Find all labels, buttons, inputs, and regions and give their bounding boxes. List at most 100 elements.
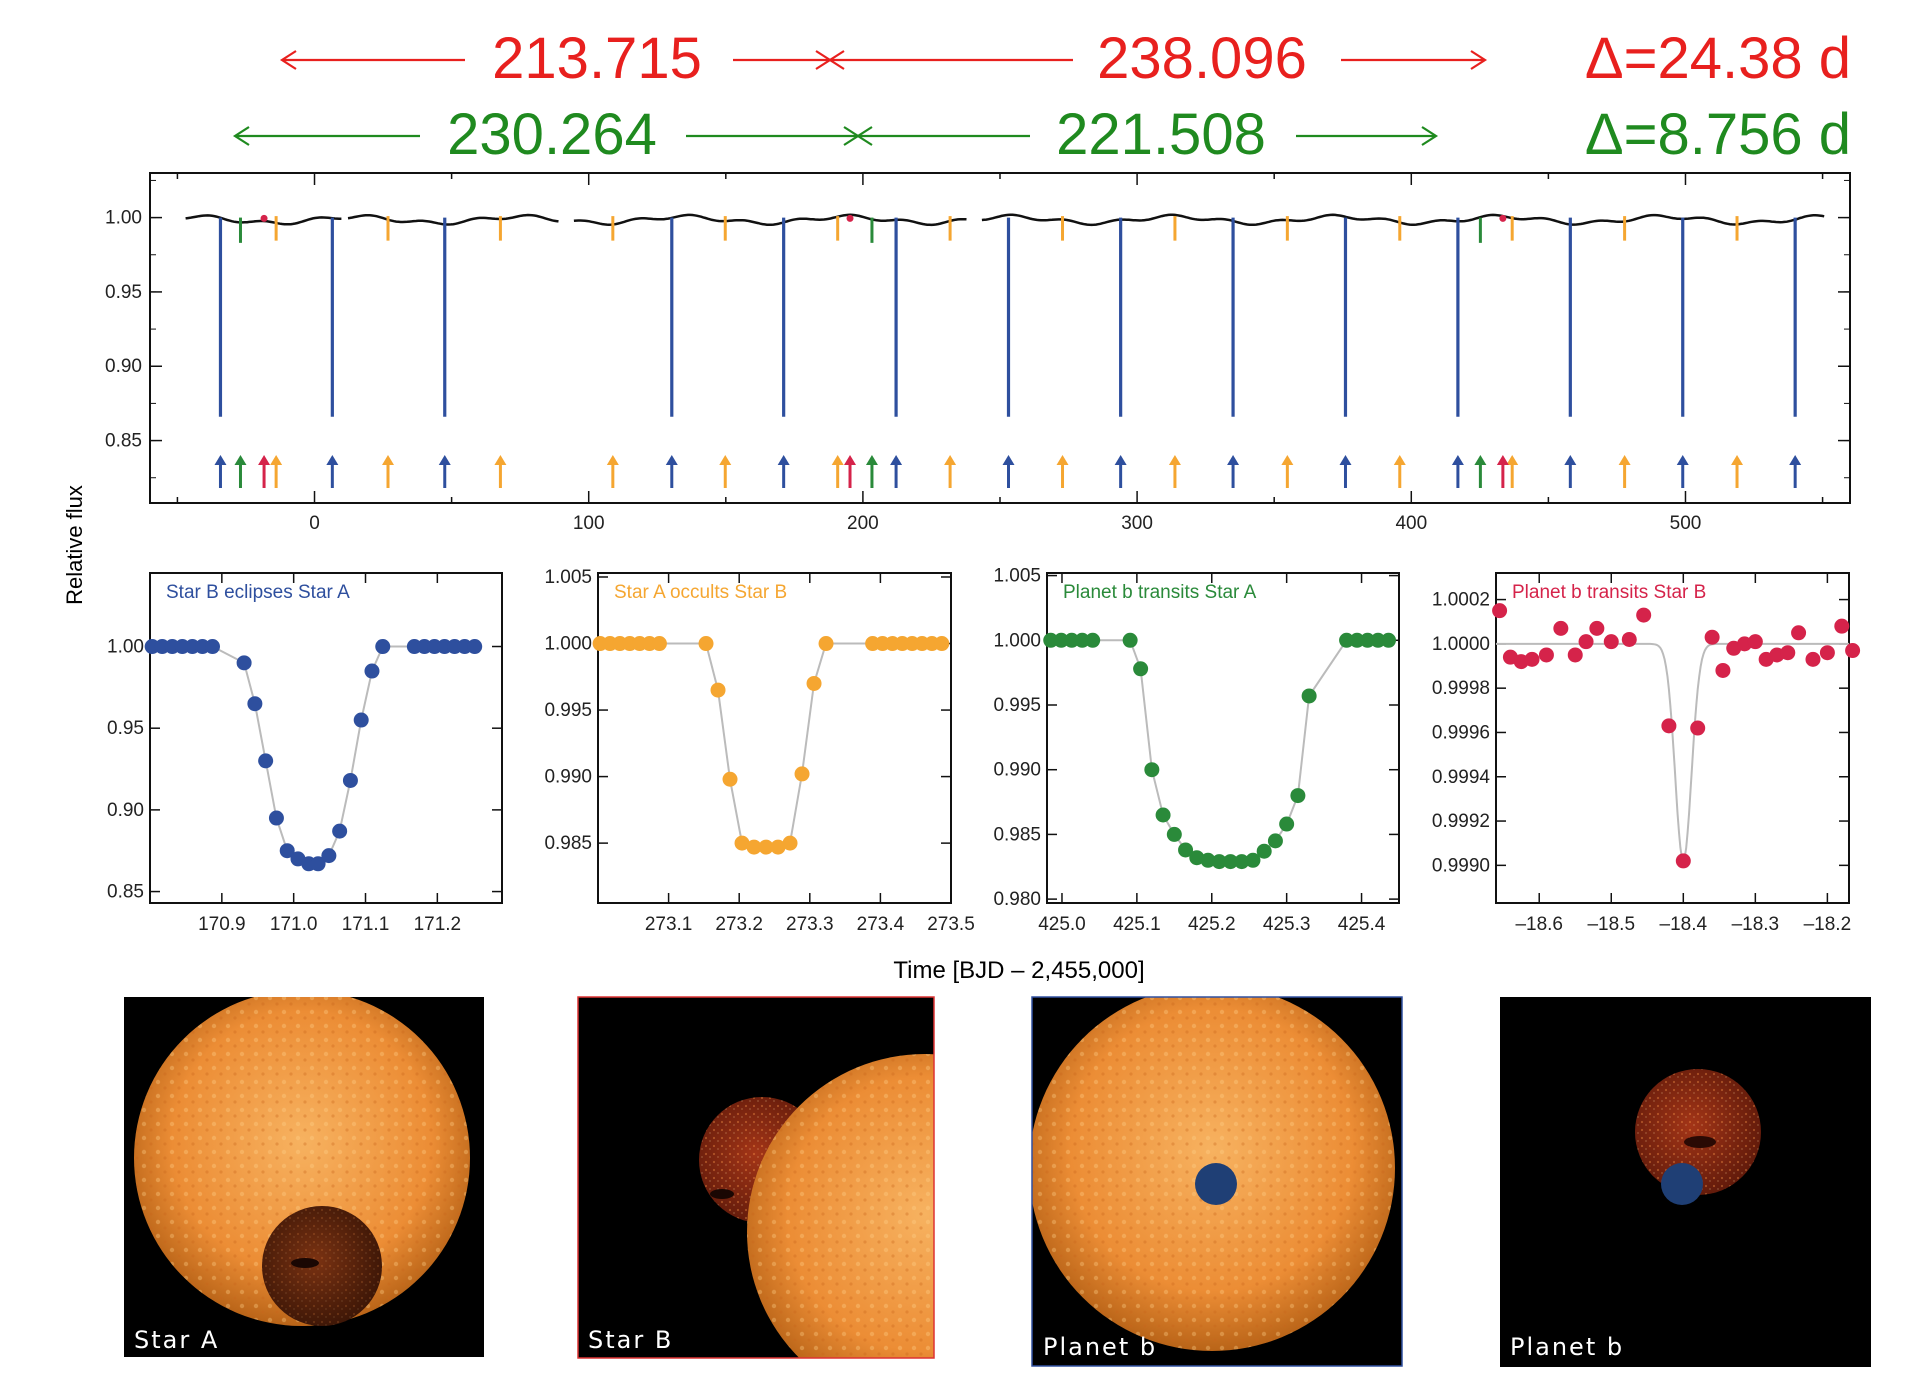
primary-eclipse-arrow-head <box>438 455 451 465</box>
data-point <box>1189 850 1205 866</box>
primary-eclipse-arrow-head <box>1114 455 1127 465</box>
zoom-panel-title: Planet b transits Star B <box>1512 582 1706 603</box>
plot-frame <box>149 572 503 904</box>
data-point <box>1234 854 1250 870</box>
model-curve <box>152 645 475 865</box>
y-axis-label: Relative flux <box>62 485 87 605</box>
data-point <box>1166 826 1182 842</box>
primary-eclipse-arrow-head <box>214 455 227 465</box>
primary-eclipse-arrow-head <box>777 455 790 465</box>
data-point <box>651 636 667 652</box>
y-tick-label: 0.90 <box>105 356 142 377</box>
data-point <box>1492 603 1508 619</box>
y-tick-label: 0.9990 <box>1432 855 1490 876</box>
data-point <box>1360 632 1376 648</box>
data-point <box>710 682 726 698</box>
data-point <box>1155 807 1171 823</box>
red-interval-2: 238.096 <box>1097 26 1307 91</box>
red-arrow-head <box>279 50 297 70</box>
data-point <box>1834 618 1850 634</box>
data-point <box>722 771 738 787</box>
planet-transit-b-arrow-head <box>258 455 271 465</box>
data-point <box>353 712 369 728</box>
primary-eclipse-arrow-head <box>1227 455 1240 465</box>
baseline-flux <box>573 213 967 227</box>
period-annotations: 213.715 238.096 Δ=24.38 d 230.264 221.508 Δ=8… <box>232 26 1851 167</box>
planet-transit-b-dip <box>260 214 268 222</box>
secondary-eclipse-arrow-head <box>719 455 732 465</box>
secondary-eclipse-arrow-head <box>1506 455 1519 465</box>
green-arrow-head <box>855 126 873 146</box>
illustration-star-a: Star A <box>124 997 484 1357</box>
data-point <box>310 856 326 872</box>
y-tick-label: 1.000 <box>993 630 1041 651</box>
x-tick-label: 273.2 <box>715 914 763 935</box>
x-tick-label: 273.4 <box>857 914 905 935</box>
illustration-planet-star-b: Planet b <box>1500 997 1871 1367</box>
primary-eclipse-arrow-head <box>665 455 678 465</box>
plot-frame <box>597 572 952 904</box>
secondary-eclipse-arrow-head <box>1281 455 1294 465</box>
green-interval-2: 221.508 <box>1056 102 1266 167</box>
data-point <box>1053 632 1069 648</box>
planet-transit-b-dip <box>846 214 854 222</box>
zoom-panel-title: Star A occults Star B <box>614 582 787 603</box>
data-point <box>332 823 348 839</box>
illustrations: Star A Star B Planet b <box>124 996 1871 1367</box>
data-point <box>247 696 263 712</box>
red-delta: Δ=24.38 d <box>1585 26 1851 91</box>
planet-transit-a-arrow-head <box>234 455 247 465</box>
data-point <box>1279 816 1295 832</box>
data-point <box>258 753 274 769</box>
data-point <box>1675 853 1691 869</box>
red-arrow-head <box>1470 50 1488 70</box>
primary-eclipse-arrow-head <box>1339 455 1352 465</box>
secondary-eclipse-arrow-head <box>944 455 957 465</box>
x-tick-label: 171.2 <box>414 914 462 935</box>
green-arrow-head <box>1421 126 1439 146</box>
data-point <box>467 639 483 655</box>
x-tick-label: 0 <box>309 513 320 534</box>
data-point <box>1370 632 1386 648</box>
data-point <box>279 843 295 859</box>
illustration-label: Planet b <box>1510 1333 1624 1361</box>
illustration-star-b: Star B <box>577 996 935 1359</box>
x-tick-label: 273.3 <box>786 914 834 935</box>
data-point <box>1133 661 1149 677</box>
x-tick-label: –18.4 <box>1660 914 1708 935</box>
y-tick-label: 0.980 <box>993 889 1041 910</box>
data-point <box>1845 643 1861 659</box>
data-point <box>321 848 337 864</box>
y-tick-label: 1.00 <box>105 208 142 229</box>
x-tick-label: 425.0 <box>1038 914 1086 935</box>
x-tick-label: –18.5 <box>1587 914 1635 935</box>
x-tick-label: 425.2 <box>1188 914 1236 935</box>
x-tick-label: –18.2 <box>1804 914 1852 935</box>
planet-icon <box>1195 1163 1237 1205</box>
y-tick-label: 0.95 <box>105 282 142 303</box>
primary-eclipse-arrow-head <box>890 455 903 465</box>
data-point <box>268 810 284 826</box>
data-point <box>734 835 750 851</box>
primary-eclipse-arrow-head <box>1451 455 1464 465</box>
planet-transit-b-dip <box>1499 214 1507 222</box>
data-point <box>1603 634 1619 650</box>
data-point <box>1381 632 1397 648</box>
primary-eclipse-arrow-head <box>1676 455 1689 465</box>
green-interval-1: 230.264 <box>447 102 657 167</box>
x-tick-label: –18.6 <box>1515 914 1563 935</box>
y-tick-label: 1.005 <box>544 567 592 588</box>
x-tick-label: 425.1 <box>1113 914 1161 935</box>
data-point <box>1245 852 1261 868</box>
data-point <box>1791 625 1807 641</box>
data-point <box>1222 854 1238 870</box>
zoom-panel-3: 0.980 0.985 0.990 0.995 1.000 1.005 425.0 425.1… <box>993 566 1400 935</box>
x-tick-label: 425.3 <box>1263 914 1311 935</box>
x-tick-label: 400 <box>1395 513 1427 534</box>
x-tick-label: 100 <box>573 513 605 534</box>
zoom-panels: 0.85 0.90 0.95 1.00 170.9 171.0 171.1 171.2 Star… <box>107 566 1861 935</box>
secondary-eclipse-arrow-head <box>382 455 394 465</box>
planet-transit-a-arrow-head <box>865 455 878 465</box>
y-tick-label: 1.0002 <box>1432 590 1490 611</box>
zoom-panel-title: Planet b transits Star A <box>1063 582 1257 603</box>
